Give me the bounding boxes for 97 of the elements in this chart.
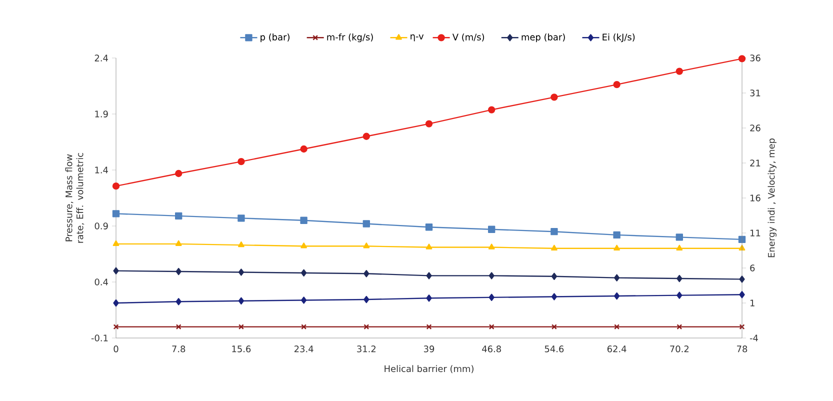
point: [488, 294, 494, 301]
point: [300, 269, 307, 276]
y-tick-label: 1.4: [95, 166, 108, 174]
point: [738, 55, 746, 62]
y2-tick-label: 11: [750, 230, 760, 236]
point: [551, 272, 558, 280]
point: [426, 272, 432, 280]
y-tick-label: 2.4: [94, 54, 108, 62]
legend-label: η-v: [410, 34, 424, 42]
point: [176, 324, 182, 330]
point: [426, 244, 432, 250]
x-tick-label: 39: [424, 346, 434, 352]
y2-tick-label: 1: [750, 300, 754, 306]
point: [364, 296, 370, 304]
point: [175, 170, 182, 178]
point: [238, 324, 244, 330]
point: [613, 81, 620, 88]
point: [488, 106, 496, 114]
y2-tick-label: 31: [750, 90, 760, 96]
point: [425, 224, 433, 231]
point: [362, 220, 370, 228]
point: [613, 231, 620, 239]
point: [739, 291, 745, 298]
point: [614, 324, 620, 330]
point: [614, 292, 620, 300]
point: [550, 94, 558, 101]
point: [176, 268, 182, 276]
point: [238, 268, 244, 276]
point: [238, 214, 245, 222]
y-tick-label: 1.9: [95, 110, 108, 118]
x-tick-label: 0: [114, 346, 118, 352]
x-tick-label: 62.4: [607, 346, 626, 352]
x-axis-title: Helical barrier (mm): [384, 365, 474, 374]
y2-tick-label: 16: [750, 194, 760, 202]
point: [300, 242, 307, 248]
point: [112, 210, 120, 218]
point: [301, 324, 307, 330]
x-tick-label: 7.8: [172, 346, 186, 352]
point: [112, 240, 120, 246]
point: [676, 324, 682, 330]
point: [300, 145, 308, 153]
point: [676, 292, 682, 299]
y2-axis-title: Energy indi , Velocity, mep: [768, 138, 776, 258]
point: [614, 244, 620, 250]
point: [362, 132, 370, 140]
point: [300, 296, 307, 304]
x-tick-label: 31.2: [357, 346, 376, 352]
point: [113, 299, 119, 307]
y2-tick-label: 26: [750, 124, 760, 132]
point: [676, 274, 682, 282]
point: [113, 267, 119, 274]
point: [364, 270, 370, 278]
legend-label: p (bar): [260, 34, 290, 42]
point: [238, 241, 244, 248]
point: [676, 244, 683, 250]
y2-tick-label: 21: [750, 160, 760, 166]
y-tick-label: 0.9: [94, 222, 108, 230]
point: [175, 212, 182, 220]
point: [112, 182, 120, 190]
point: [364, 324, 370, 330]
x-tick-label: 78: [737, 346, 748, 352]
point: [551, 244, 558, 250]
x-tick-label: 54.6: [544, 346, 564, 352]
point: [176, 298, 182, 306]
point: [488, 244, 495, 250]
point: [488, 324, 494, 330]
point: [551, 324, 557, 330]
x-tick-label: 70.2: [670, 346, 688, 352]
x-tick-label: 23.4: [294, 346, 314, 352]
point: [551, 293, 558, 300]
legend-label: m-fr (kg/s): [327, 34, 373, 42]
y-tick-label: -0.1: [91, 334, 108, 342]
point: [676, 68, 683, 75]
point: [300, 216, 308, 224]
point: [676, 234, 683, 241]
point: [238, 297, 244, 304]
x-tick-label: 46.8: [482, 346, 501, 352]
point: [488, 226, 496, 233]
point: [614, 274, 620, 282]
point: [550, 228, 558, 236]
legend-label: mep (bar): [522, 34, 565, 42]
y2-tick-label: 36: [750, 54, 760, 62]
point: [425, 120, 433, 128]
x-tick-label: 15.6: [232, 346, 251, 352]
point: [426, 294, 432, 302]
legend-label: Ei (kJ/s): [602, 34, 635, 42]
y2-tick-label: -4: [750, 334, 758, 342]
point: [238, 158, 245, 166]
point: [175, 240, 182, 246]
y2-tick-label: 6: [750, 264, 755, 272]
y-axis-title: Pressure, Mass flow rate, Eff. volumetric: [65, 153, 84, 243]
point: [363, 242, 370, 248]
point: [426, 324, 432, 330]
legend-label: V (m/s): [452, 34, 484, 42]
point: [488, 272, 494, 280]
point: [739, 276, 745, 283]
y-tick-label: 0.4: [94, 278, 108, 286]
